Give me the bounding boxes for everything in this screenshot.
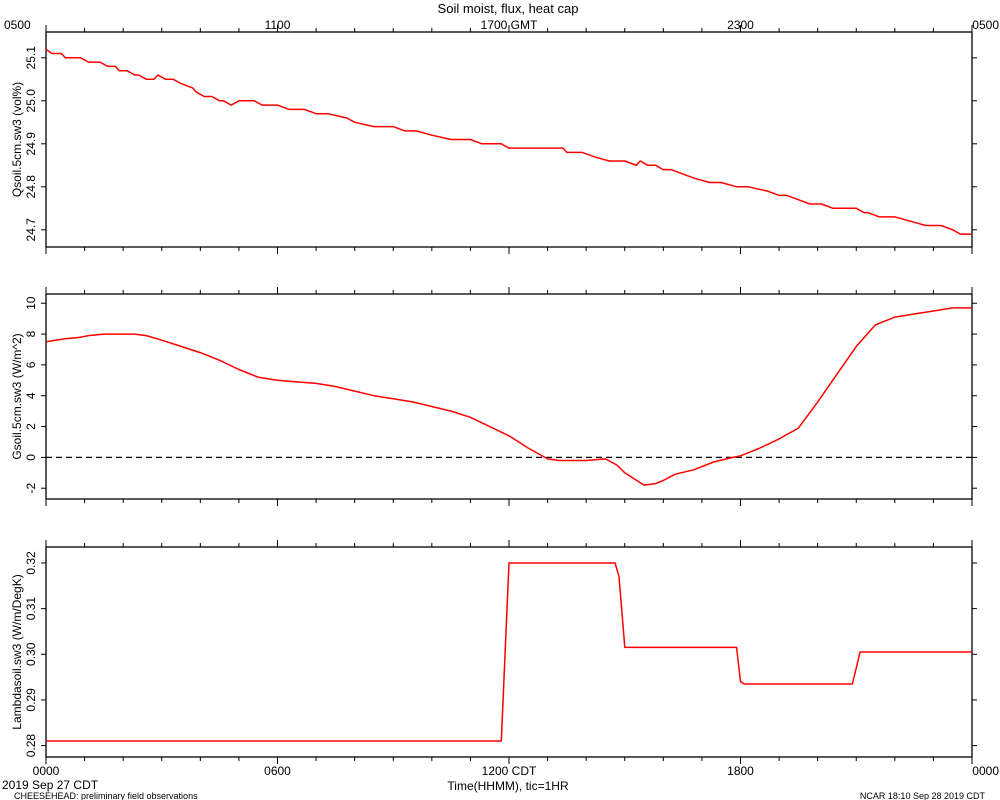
footer-project: CHEESEHEAD: preliminary field observatio… xyxy=(14,791,198,800)
y-tick-label: 6 xyxy=(24,361,38,368)
bottom-tick-label: 1800 xyxy=(727,764,754,778)
y-tick-label: 2 xyxy=(24,423,38,430)
y-axis-label: Gsoil.5cm.sw3 (W/m^2) xyxy=(10,333,24,459)
y-tick-label: 25.0 xyxy=(24,89,38,113)
y-tick-label: 0.28 xyxy=(24,734,38,758)
footer-date: 2019 Sep 27 CDT xyxy=(2,778,99,792)
top-tick-label: 0500 xyxy=(4,18,31,32)
series-line xyxy=(45,307,972,486)
y-tick-label: 0.31 xyxy=(24,597,38,621)
panel-soil-moisture: Qsoil.5cm.sw3 (vol%) 24.7 24.8 24.9 25.0… xyxy=(10,25,977,254)
y-tick-label: 24.7 xyxy=(24,218,38,242)
top-time-axis: 0500 1100 1700 GMT 2300 0500 xyxy=(4,18,999,32)
top-tick-label: 0500 xyxy=(972,18,999,32)
y-tick-label: 4 xyxy=(24,392,38,399)
y-axis-label: Lambdasoil.sw3 (W/m/DegK) xyxy=(10,574,24,729)
y-tick-label: -2 xyxy=(24,483,38,494)
y-tick-label: 0.29 xyxy=(24,688,38,712)
bottom-tick-label: 0600 xyxy=(264,764,291,778)
chart-title: Soil moist, flux, heat cap xyxy=(438,1,579,16)
bottom-tick-label: 0000 xyxy=(972,764,999,778)
y-tick-label: 0 xyxy=(24,454,38,461)
plot-frame xyxy=(45,31,973,248)
x-axis-label: Time(HHMM), tic=1HR xyxy=(447,779,569,793)
y-axis-label: Qsoil.5cm.sw3 (vol%) xyxy=(10,82,24,197)
bottom-time-axis: 0000 0600 1200 CDT 1800 0000 Time(HHMM),… xyxy=(33,764,1000,793)
y-tick-label: 8 xyxy=(24,330,38,337)
bottom-tick-label: 1200 CDT xyxy=(482,764,537,778)
footer-stamp: NCAR 18:10 Sep 28 2019 CDT xyxy=(860,791,986,800)
y-tick-label: 24.8 xyxy=(24,175,38,199)
plot-frame xyxy=(45,293,973,500)
y-tick-label: 0.30 xyxy=(24,642,38,666)
y-tick-label: 24.9 xyxy=(24,132,38,156)
bottom-tick-label: 0000 xyxy=(33,764,60,778)
panel-thermal-conductivity: Lambdasoil.sw3 (W/m/DegK) 0.28 0.29 0.30… xyxy=(10,540,977,764)
y-tick-label: 10 xyxy=(24,296,38,310)
y-tick-label: 25.1 xyxy=(24,46,38,70)
panel-soil-heat-flux: Gsoil.5cm.sw3 (W/m^2) -2 0 2 4 6 8 10 xyxy=(10,287,977,506)
series-line xyxy=(46,562,972,742)
y-tick-label: 0.32 xyxy=(24,551,38,575)
series-line xyxy=(45,48,972,235)
